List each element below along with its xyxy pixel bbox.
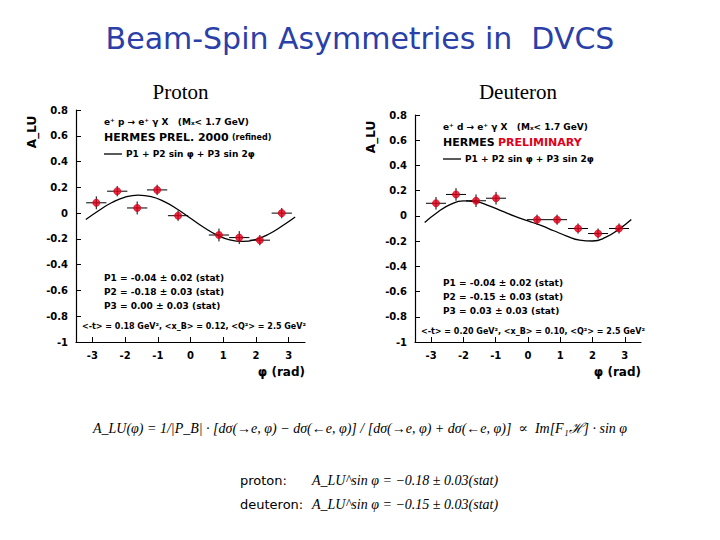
svg-text:-0.4: -0.4: [46, 259, 68, 270]
svg-text:P2 = -0.18 ± 0.03 (stat): P2 = -0.18 ± 0.03 (stat): [104, 287, 224, 297]
svg-text:0: 0: [525, 350, 532, 361]
svg-text:0.6: 0.6: [389, 135, 407, 146]
svg-text:-0.8: -0.8: [46, 311, 68, 322]
svg-text:-1: -1: [396, 337, 407, 348]
svg-text:-1: -1: [490, 350, 501, 361]
svg-text:P2 = -0.15 ± 0.03 (stat): P2 = -0.15 ± 0.03 (stat): [443, 292, 563, 302]
svg-text:P1 + P2 sin φ + P3 sin 2φ: P1 + P2 sin φ + P3 sin 2φ: [126, 149, 255, 159]
svg-text:-1: -1: [152, 350, 163, 361]
svg-text:0: 0: [187, 350, 194, 361]
svg-text:0.4: 0.4: [50, 156, 68, 167]
svg-text:proton:: proton:: [240, 473, 287, 488]
svg-text:Deuteron: Deuteron: [479, 80, 558, 104]
svg-text:P1 = -0.04 ± 0.02 (stat): P1 = -0.04 ± 0.02 (stat): [443, 278, 563, 288]
svg-text:P3 = 0.00 ± 0.03 (stat): P3 = 0.00 ± 0.03 (stat): [104, 301, 220, 311]
svg-text:-2: -2: [120, 350, 131, 361]
svg-text:3: 3: [621, 350, 628, 361]
svg-text:A_LU^sin φ = −0.15 ± 0.03(stat: A_LU^sin φ = −0.15 ± 0.03(stat): [311, 497, 498, 513]
svg-text:deuteron:: deuteron:: [240, 497, 303, 512]
svg-text:0: 0: [400, 210, 407, 221]
svg-text:A_LU^sin φ = −0.18 ± 0.03(stat: A_LU^sin φ = −0.18 ± 0.03(stat): [311, 473, 498, 489]
svg-text:φ (rad): φ (rad): [594, 365, 641, 379]
svg-text:φ (rad): φ (rad): [258, 365, 305, 379]
svg-text:-0.8: -0.8: [385, 311, 407, 322]
svg-text:A_LU: A_LU: [364, 121, 379, 153]
svg-text:<-t> = 0.20 GeV², <x_B> = 0.10: <-t> = 0.20 GeV², <x_B> = 0.10, <Q²> = 2…: [421, 327, 645, 336]
svg-text:-3: -3: [87, 350, 98, 361]
svg-text:HERMES: HERMES: [443, 136, 495, 149]
svg-text:0.2: 0.2: [389, 185, 407, 196]
svg-text:P3 = 0.03 ± 0.03 (stat): P3 = 0.03 ± 0.03 (stat): [443, 306, 559, 316]
svg-text:P1 = -0.04 ± 0.02 (stat): P1 = -0.04 ± 0.02 (stat): [104, 273, 224, 283]
svg-text:-0.6: -0.6: [46, 285, 68, 296]
svg-text:2: 2: [252, 350, 259, 361]
svg-text:HERMES: HERMES: [104, 131, 156, 144]
svg-text:-3: -3: [426, 350, 437, 361]
svg-text:PRELIMINARY: PRELIMINARY: [498, 136, 583, 149]
svg-text:Proton: Proton: [152, 80, 209, 104]
svg-text:0.8: 0.8: [389, 110, 407, 121]
svg-text:A_LU: A_LU: [25, 116, 40, 148]
svg-text:-0.2: -0.2: [385, 236, 407, 247]
svg-text:2: 2: [589, 350, 596, 361]
svg-text:-1: -1: [57, 337, 68, 348]
svg-text:PREL. 2000: PREL. 2000: [159, 131, 229, 144]
svg-text:P1 + P2 sin φ + P3 sin 2φ: P1 + P2 sin φ + P3 sin 2φ: [465, 154, 594, 164]
svg-text:-0.6: -0.6: [385, 286, 407, 297]
svg-text:0.6: 0.6: [50, 130, 68, 141]
svg-text:1: 1: [557, 350, 564, 361]
svg-text:1: 1: [220, 350, 227, 361]
svg-text:<-t> = 0.18 GeV², <x_B> = 0.12: <-t> = 0.18 GeV², <x_B> = 0.12, <Q²> = 2…: [82, 322, 306, 331]
svg-text:A_LU(φ) = 1/|P_B| · [dσ(→e, φ): A_LU(φ) = 1/|P_B| · [dσ(→e, φ) − dσ(←e, …: [92, 421, 627, 437]
svg-text:-0.4: -0.4: [385, 261, 407, 272]
svg-text:0.8: 0.8: [50, 105, 68, 116]
svg-text:e⁺ p → e⁺ γ X (Mₓ< 1.7 GeV): e⁺ p → e⁺ γ X (Mₓ< 1.7 GeV): [104, 117, 249, 127]
svg-text:Beam-Spin Asymmetries in DVCS: Beam-Spin Asymmetries in DVCS: [106, 21, 615, 56]
svg-text:0.4: 0.4: [389, 160, 407, 171]
svg-text:0.2: 0.2: [50, 182, 68, 193]
svg-text:(refined): (refined): [232, 133, 271, 142]
svg-text:e⁺ d → e⁺ γ X (Mₓ< 1.7 GeV): e⁺ d → e⁺ γ X (Mₓ< 1.7 GeV): [443, 122, 588, 132]
svg-text:-0.2: -0.2: [46, 233, 68, 244]
svg-text:0: 0: [61, 208, 68, 219]
svg-text:3: 3: [285, 350, 292, 361]
svg-text:-2: -2: [458, 350, 469, 361]
